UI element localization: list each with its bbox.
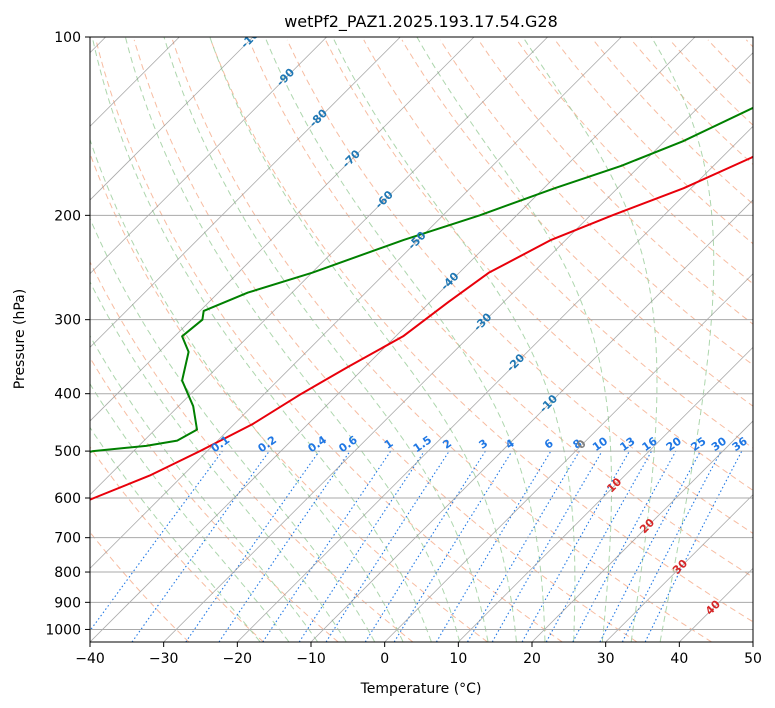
dry-adiabat xyxy=(554,39,753,245)
temperature-profile-line xyxy=(90,155,753,501)
dry-adiabat xyxy=(172,39,712,642)
isotherm-line xyxy=(310,199,753,642)
mixing-ratio-line xyxy=(90,450,223,632)
y-tick-label: 700 xyxy=(54,531,81,547)
moist-adiabat xyxy=(90,334,318,642)
dry-adiabat xyxy=(248,39,753,578)
x-axis-title: Temperature (°C) xyxy=(360,681,482,697)
y-tick-label: 100 xyxy=(54,30,81,46)
dry-adiabat xyxy=(286,39,753,534)
x-tick-label: 50 xyxy=(744,651,762,667)
isotherm-line xyxy=(90,37,254,201)
y-tick-label: 900 xyxy=(54,595,81,611)
y-tick-label: 300 xyxy=(54,313,81,329)
y-axis-title: Pressure (hPa) xyxy=(12,289,28,389)
dry-adiabat xyxy=(90,531,190,642)
dry-adiabat xyxy=(95,39,563,642)
y-tick-label: 800 xyxy=(54,565,81,581)
isotherm-line xyxy=(90,37,475,422)
x-tick-label: −30 xyxy=(149,651,179,667)
mixing-ratio-line xyxy=(325,450,450,642)
x-tick-label: 20 xyxy=(523,651,541,667)
mixing-ratio-line xyxy=(131,450,270,642)
mixing-ratio-line xyxy=(185,450,320,642)
plot-frame xyxy=(89,36,754,643)
y-tick-label: 600 xyxy=(54,491,81,507)
mixing-ratio-line xyxy=(521,450,630,642)
isotherm-line xyxy=(90,37,327,275)
dry-adiabat xyxy=(631,39,753,166)
x-tick-label: 0 xyxy=(380,651,389,667)
mixing-ratio-line xyxy=(545,450,653,642)
x-tick-label: −10 xyxy=(296,651,326,667)
axes-layer: −40 −30 −20 −10 0 10 20 30 40 50 100 200 300 400 500 60… xyxy=(45,30,762,667)
isotherm-line xyxy=(458,346,753,642)
moist-adiabat xyxy=(163,37,489,642)
x-tick-label: −20 xyxy=(223,651,253,667)
x-tick-label: 10 xyxy=(449,651,467,667)
mixing-ratio-line xyxy=(262,450,392,642)
x-tick-label: 30 xyxy=(597,651,615,667)
y-tick-label: 200 xyxy=(54,208,81,224)
dry-adiabat xyxy=(478,39,753,325)
isotherm-line xyxy=(90,37,622,569)
moist-adiabat xyxy=(650,37,715,642)
moist-adiabat xyxy=(90,217,375,642)
isotherm-line xyxy=(90,37,696,642)
moist-adiabat xyxy=(522,37,658,642)
moist-adiabat xyxy=(90,280,347,642)
moist-adiabat xyxy=(264,37,546,642)
y-tick-label: 1000 xyxy=(45,622,81,638)
moist-adiabat xyxy=(91,37,432,642)
moist-adiabat xyxy=(209,37,517,642)
moist-adiabat xyxy=(124,37,461,642)
dry-adiabat xyxy=(401,39,753,407)
dry-adiabat xyxy=(325,39,753,492)
isotherm-line xyxy=(90,37,401,348)
y-tick-label: 400 xyxy=(54,387,81,403)
moist-adiabat xyxy=(90,138,404,642)
chart-title: wetPf2_PAZ1.2025.193.17.54.G28 xyxy=(284,12,558,32)
grid-layer xyxy=(90,37,753,642)
series-layer xyxy=(90,106,753,501)
isotherm-line xyxy=(90,37,548,496)
mixing-ratio-line xyxy=(298,450,425,642)
y-tick-label: 500 xyxy=(54,444,81,460)
moist-adiabat xyxy=(416,37,612,642)
dry-adiabat xyxy=(90,260,414,642)
dewpoint-profile-line xyxy=(90,106,753,453)
moist-adiabat xyxy=(90,382,290,642)
mixing-ratio-line xyxy=(572,450,677,642)
moist-adiabat xyxy=(90,426,261,642)
dry-adiabat xyxy=(363,39,753,449)
isotherm-line xyxy=(605,494,753,642)
x-tick-label: −40 xyxy=(75,651,105,667)
isotherm-line xyxy=(237,125,753,642)
mixing-ratio-line xyxy=(218,450,351,642)
isotherm-line xyxy=(384,273,753,642)
isotherm-line xyxy=(531,420,753,642)
mixing-ratio-line xyxy=(393,450,513,642)
mixing-ratio-line xyxy=(644,450,743,642)
dry-adiabat xyxy=(90,446,264,642)
isotherm-line xyxy=(163,52,753,642)
x-tick-label: 40 xyxy=(670,651,688,667)
